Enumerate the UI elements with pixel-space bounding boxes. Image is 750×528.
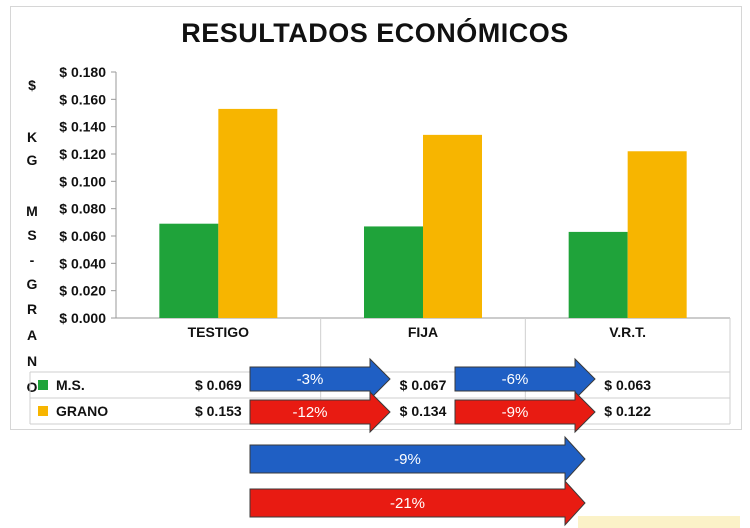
y-tick-label: $ 0.140 — [59, 119, 106, 135]
y-axis-title-char: O — [27, 379, 38, 395]
y-tick-label: $ 0.020 — [59, 283, 106, 299]
y-axis-title-char: K — [27, 129, 37, 145]
y-axis-title-char: $ — [28, 77, 36, 93]
y-tick-label: $ 0.040 — [59, 255, 106, 271]
y-axis-title-char: N — [27, 353, 37, 369]
annotation-arrow — [249, 390, 391, 434]
chart-frame — [10, 6, 742, 430]
y-tick-label: $ 0.160 — [59, 91, 106, 107]
y-axis-title-char: R — [27, 301, 37, 317]
table-cell-value: $ 0.134 — [400, 403, 447, 419]
y-tick-label: $ 0.080 — [59, 201, 106, 217]
table-cell-value: $ 0.069 — [195, 377, 242, 393]
y-axis-title-char: A — [27, 327, 37, 343]
x-tick-label: TESTIGO — [188, 324, 250, 340]
bar-ms-2 — [568, 231, 628, 318]
annotation-arrow — [454, 357, 596, 401]
bar-grano-2 — [627, 151, 687, 318]
y-axis-title-char: S — [27, 227, 36, 243]
y-tick-label: $ 0.000 — [59, 310, 106, 326]
table-cell-value: $ 0.122 — [604, 403, 651, 419]
annotation-label: -12% — [292, 404, 327, 421]
legend-label: M.S. — [56, 377, 85, 393]
annotation-arrow — [249, 357, 391, 401]
bar-grano-1 — [423, 134, 482, 318]
legend-key-ms — [38, 380, 48, 390]
y-tick-label: $ 0.180 — [59, 64, 106, 80]
table-cell-value: $ 0.063 — [604, 377, 651, 393]
annotation-label: -9% — [502, 404, 529, 421]
x-tick-label: FIJA — [408, 324, 438, 340]
y-tick-label: $ 0.100 — [59, 173, 106, 189]
legend-key-grano — [38, 406, 48, 416]
bar-grano-0 — [218, 108, 278, 319]
table-cell-value: $ 0.067 — [400, 377, 447, 393]
annotation-arrow — [454, 390, 596, 434]
annotation-label: -6% — [502, 371, 529, 388]
annotation-label: -9% — [394, 451, 421, 468]
y-axis-title-char: G — [27, 276, 38, 292]
y-axis-title-char: - — [30, 252, 35, 268]
x-tick-label: V.R.T. — [609, 324, 646, 340]
chart-title: RESULTADOS ECONÓMICOS — [181, 18, 569, 48]
table-cell-value: $ 0.153 — [195, 403, 242, 419]
legend-label: GRANO — [56, 403, 108, 419]
annotation-label: -3% — [297, 371, 324, 388]
annotation-arrow — [249, 435, 586, 483]
bar-ms-1 — [364, 226, 423, 318]
y-tick-label: $ 0.060 — [59, 228, 106, 244]
y-axis-title-char: M — [26, 203, 38, 219]
annotation-label: -21% — [390, 495, 425, 512]
y-axis-title-char: G — [27, 152, 38, 168]
y-tick-label: $ 0.120 — [59, 146, 106, 162]
decorative-highlight — [578, 516, 740, 528]
bar-ms-0 — [159, 223, 219, 318]
annotation-arrow — [249, 479, 586, 527]
